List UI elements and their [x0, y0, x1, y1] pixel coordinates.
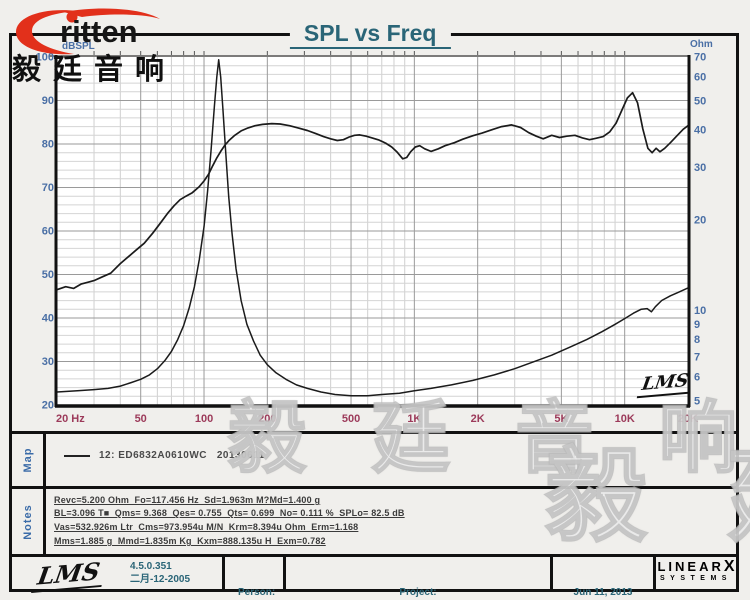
linearx-x: X: [723, 558, 735, 575]
linearx-logo: LINEARX SYSTEMS: [656, 559, 736, 583]
footer-bar: LMS 4.5.0.351 二月-12-2005 Person: Company…: [9, 554, 739, 598]
svg-text:50: 50: [135, 413, 147, 425]
linearx-systems-text: SYSTEMS: [660, 575, 732, 582]
svg-text:7: 7: [694, 352, 700, 364]
date-text: Jun 11, 2013: [573, 587, 633, 598]
map-label-column: Map: [12, 434, 46, 486]
map-section: Map 12: ED6832A0610WC 20130611: [9, 431, 739, 489]
notes-content: Revc=5.200 Ohm Fo=117.456 Hz Sd=1.963m M…: [46, 489, 736, 554]
svg-text:50: 50: [42, 269, 54, 281]
svg-text:Ohm: Ohm: [690, 39, 713, 50]
notes-line-2: BL=3.096 T■ Qms= 9.368 Qes= 0.755 Qts= 0…: [54, 508, 405, 518]
svg-text:20 Hz: 20 Hz: [56, 413, 85, 425]
legend-row: 12: ED6832A0610WC 20130611: [64, 450, 265, 461]
svg-text:200: 200: [258, 413, 276, 425]
svg-text:40: 40: [42, 313, 54, 325]
footer-version-cell: LMS 4.5.0.351 二月-12-2005: [12, 556, 225, 593]
svg-text:1K: 1K: [407, 413, 421, 425]
svg-text:80: 80: [42, 139, 54, 151]
app-version: 4.5.0.351: [130, 561, 172, 572]
map-content: 12: ED6832A0610WC 20130611: [46, 434, 736, 486]
notes-section: Notes Revc=5.200 Ohm Fo=117.456 Hz Sd=1.…: [9, 486, 739, 557]
svg-text:5K: 5K: [554, 413, 568, 425]
svg-text:20K: 20K: [678, 413, 698, 425]
svg-text:dBSPL: dBSPL: [62, 41, 95, 52]
svg-text:6: 6: [694, 372, 700, 384]
footer-person-cell: Person: Company:: [225, 557, 286, 598]
svg-text:90: 90: [42, 95, 54, 107]
svg-text:60: 60: [694, 72, 706, 84]
svg-text:70: 70: [694, 52, 706, 64]
footer-version-block: 4.5.0.351 二月-12-2005: [130, 560, 190, 586]
lms-logo-footer: LMS: [31, 556, 106, 593]
svg-text:500: 500: [342, 413, 360, 425]
svg-text:60: 60: [42, 226, 54, 238]
project-label: Project:: [399, 587, 437, 598]
notes-line-3: Vas=532.926m Ltr Cms=973.954u M/N Krm=8.…: [54, 522, 359, 532]
svg-text:2K: 2K: [471, 413, 485, 425]
legend-line-sample: [64, 454, 90, 457]
footer-date-cell: Jun 11, 2013 Tue 4:33 pm: [553, 557, 656, 598]
footer-linearx-cell: LINEARX SYSTEMS: [656, 557, 736, 589]
svg-text:100: 100: [36, 52, 54, 64]
brand-logo: ritten: [8, 2, 198, 55]
svg-text:10K: 10K: [615, 413, 635, 425]
svg-text:40: 40: [694, 124, 706, 136]
notes-label-column: Notes: [12, 489, 46, 554]
brand-text: ritten: [60, 14, 138, 49]
map-section-label: Map: [21, 447, 34, 473]
svg-text:30: 30: [42, 356, 54, 368]
notes-line-4: Mms=1.885 g Mmd=1.835m Kg Kxm=888.135u H…: [54, 536, 326, 546]
svg-text:10: 10: [694, 305, 706, 317]
svg-text:50: 50: [694, 95, 706, 107]
svg-text:20: 20: [42, 400, 54, 412]
legend-text: 12: ED6832A0610WC 20130611: [99, 450, 265, 461]
linearx-text: LINEAR: [657, 559, 724, 574]
person-label: Person:: [238, 587, 276, 598]
svg-text:5: 5: [694, 395, 700, 407]
notes-line-1: Revc=5.200 Ohm Fo=117.456 Hz Sd=1.963m M…: [54, 495, 321, 505]
logo-swoosh-icon: [16, 8, 160, 55]
svg-text:9: 9: [694, 319, 700, 331]
svg-text:8: 8: [694, 334, 700, 346]
svg-text:70: 70: [42, 182, 54, 194]
svg-text:20: 20: [694, 215, 706, 227]
notes-section-label: Notes: [21, 503, 34, 540]
app-version-date: 二月-12-2005: [130, 574, 191, 585]
svg-text:100: 100: [195, 413, 213, 425]
brand-cjk-text: 毅廷音响: [12, 54, 177, 86]
svg-text:30: 30: [694, 162, 706, 174]
page-title: SPL vs Freq: [289, 20, 451, 49]
footer-project-cell: Project: File: ED6832A0610WC 20130611.li…: [286, 557, 553, 598]
